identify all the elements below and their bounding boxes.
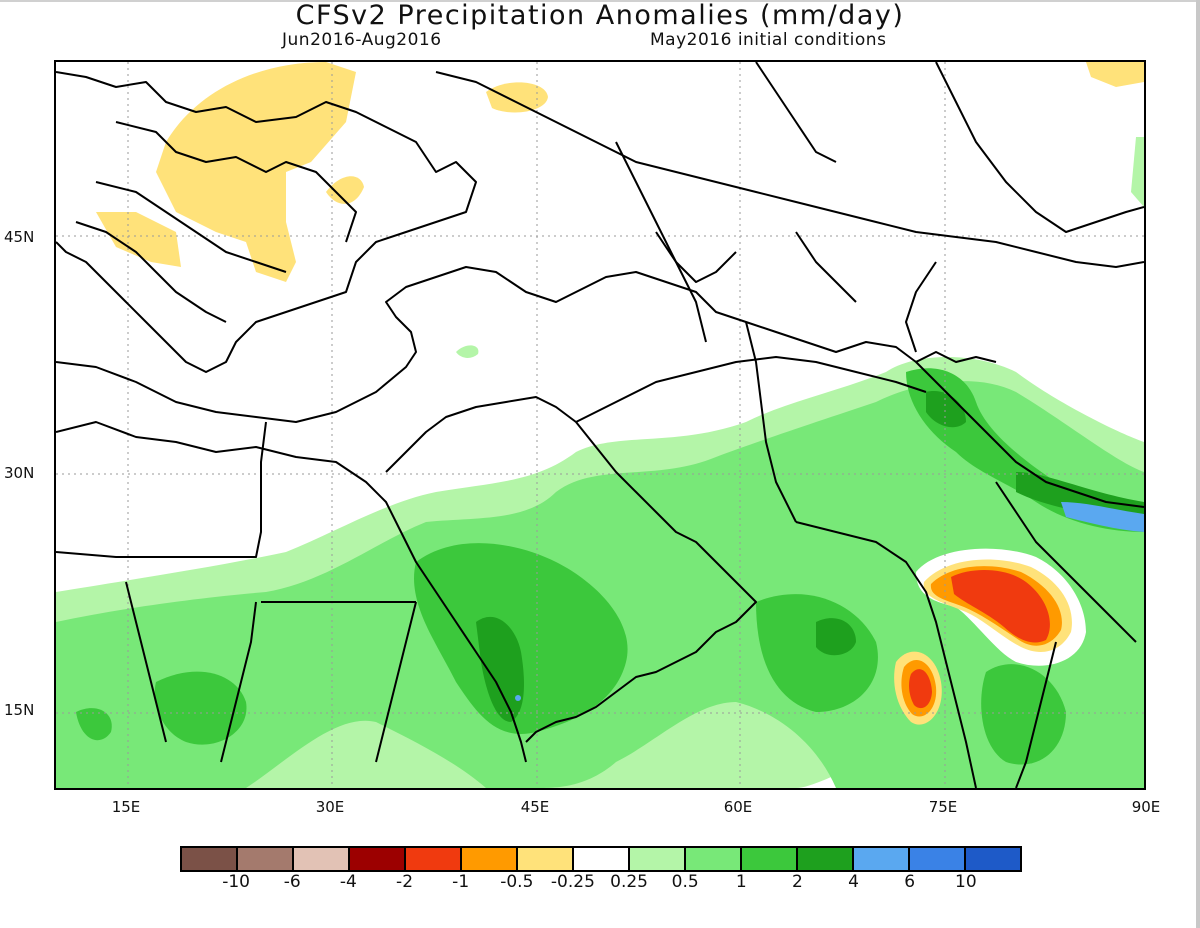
colorbar-label: -2 <box>396 872 414 892</box>
colorbar-swatch-2 <box>238 848 294 870</box>
lon-label-60e: 60E <box>723 798 753 816</box>
colorbar-label: 1 <box>735 872 747 892</box>
colorbar-swatch-5 <box>406 848 462 870</box>
colorbar-swatch-1 <box>182 848 238 870</box>
colorbar-label: -1 <box>452 872 470 892</box>
lat-label-30n: 30N <box>4 464 35 482</box>
colorbar <box>180 846 1022 872</box>
colorbar-label: 0.25 <box>610 872 648 892</box>
colorbar-swatch-13 <box>854 848 910 870</box>
colorbar-labels: -10 -6 -4 -2 -1 -0.5 -0.25 0.25 0.5 1 2 4 6 10 <box>0 872 1200 896</box>
colorbar-label: -0.25 <box>550 872 595 892</box>
colorbar-label: 4 <box>848 872 860 892</box>
colorbar-swatch-9 <box>630 848 686 870</box>
colorbar-swatch-11 <box>742 848 798 870</box>
dry-anomaly-india <box>894 548 1086 725</box>
colorbar-swatch-7 <box>518 848 574 870</box>
forecast-period: Jun2016-Aug2016 <box>282 30 442 50</box>
colorbar-swatch-10 <box>686 848 742 870</box>
colorbar-swatch-6 <box>462 848 518 870</box>
colorbar-label: -6 <box>283 872 301 892</box>
colorbar-label: 10 <box>955 872 977 892</box>
colorbar-swatch-15 <box>966 848 1020 870</box>
lon-label-75e: 75E <box>928 798 958 816</box>
chart-title: CFSv2 Precipitation Anomalies (mm/day) <box>295 0 905 31</box>
colorbar-label: 6 <box>904 872 916 892</box>
top-rule <box>0 0 1200 2</box>
lon-label-15e: 15E <box>111 798 141 816</box>
lon-label-30e: 30E <box>315 798 345 816</box>
colorbar-swatch-12 <box>798 848 854 870</box>
colorbar-label: 0.5 <box>671 872 699 892</box>
colorbar-label: -4 <box>339 872 357 892</box>
colorbar-swatch-14 <box>910 848 966 870</box>
lon-label-90e: 90E <box>1131 798 1161 816</box>
initial-conditions: May2016 initial conditions <box>650 30 887 50</box>
wet-anomaly-extreme <box>515 502 1144 701</box>
map-gridlines <box>56 62 1144 788</box>
country-boundaries <box>56 62 1144 788</box>
lat-label-15n: 15N <box>4 701 35 719</box>
colorbar-swatch-3 <box>294 848 350 870</box>
lat-label-45n: 45N <box>4 228 35 246</box>
colorbar-swatch-8 <box>574 848 630 870</box>
colorbar-label: -10 <box>222 872 251 892</box>
precipitation-anomaly-map <box>54 60 1146 790</box>
map-canvas <box>56 62 1144 788</box>
right-scrollbar-edge <box>1196 0 1200 928</box>
lon-label-45e: 45E <box>520 798 550 816</box>
colorbar-swatch-4 <box>350 848 406 870</box>
colorbar-label: 2 <box>792 872 803 892</box>
wet-anomaly-moderate <box>56 381 1144 788</box>
colorbar-label: -0.5 <box>500 872 534 892</box>
